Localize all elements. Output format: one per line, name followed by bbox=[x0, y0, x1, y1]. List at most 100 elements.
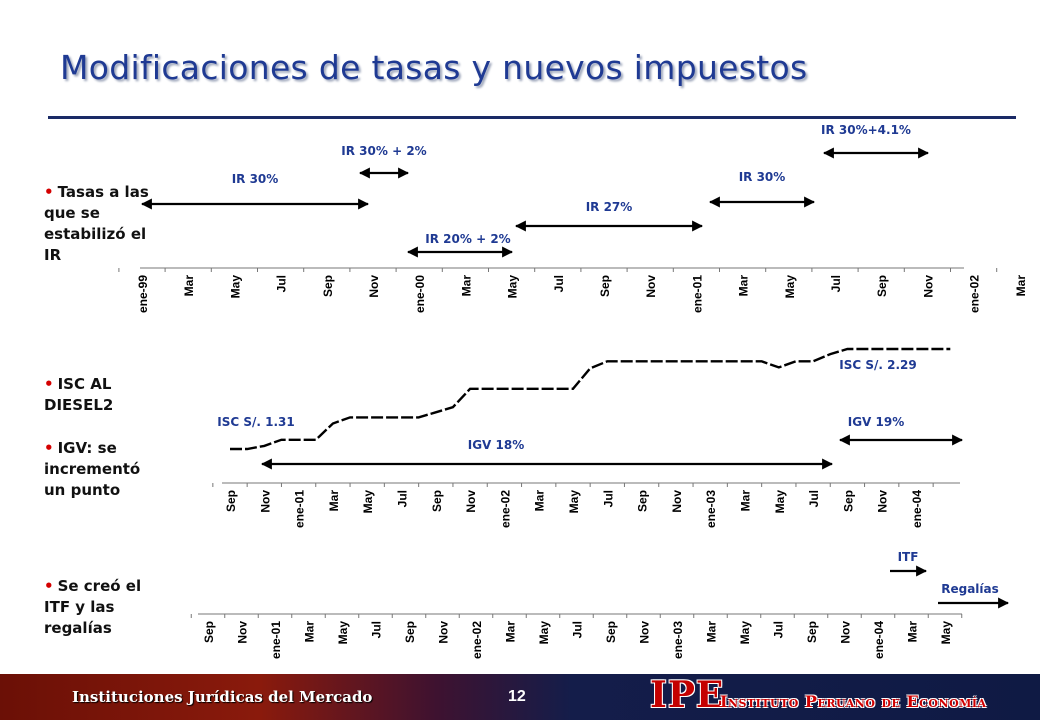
itf-tick-label: May bbox=[537, 621, 551, 645]
bullet-ir: • Tasas a las que se estabilizó el IR bbox=[44, 182, 154, 266]
ir-tick-label: Mar bbox=[459, 275, 473, 297]
itf-tick-label: May bbox=[939, 621, 953, 645]
itf-tick-label: ene-03 bbox=[671, 621, 685, 659]
itf-tick-label: Nov bbox=[638, 621, 652, 644]
ir-tick-label: May bbox=[506, 275, 520, 299]
itf-tick-label: Mar bbox=[303, 621, 317, 643]
page-number: 12 bbox=[508, 688, 526, 705]
isc-tick-label: May bbox=[361, 490, 375, 514]
ir-span-label: IR 30%+4.1% bbox=[821, 123, 911, 137]
itf-tick-label: Mar bbox=[705, 621, 719, 643]
isc-tick-label: Nov bbox=[876, 490, 890, 513]
ir-tick-label: Mar bbox=[1014, 275, 1028, 297]
footer-bar: Instituciones Jurídicas del Mercado 12 I… bbox=[0, 674, 1040, 720]
bullet-ir-text: Tasas a las que se estabilizó el IR bbox=[44, 183, 149, 264]
itf-span-label: ITF bbox=[898, 550, 919, 564]
isc-igv-chart: Sep Nov ene-01 Mar May Jul Sep Nov ene-02 Mar May J… bbox=[212, 347, 964, 528]
bullet-marker: • bbox=[44, 439, 54, 457]
isc-tick-label: May bbox=[567, 490, 581, 514]
ipe-logo: IPE Instituto Peruano de Economía bbox=[650, 674, 1030, 718]
ir-tick-label: Sep bbox=[598, 275, 612, 297]
igv-span-label: IGV 19% bbox=[848, 415, 905, 429]
itf-tick-label: Nov bbox=[839, 621, 853, 644]
ir-tick-label: Sep bbox=[875, 275, 889, 297]
footer-left-text: Instituciones Jurídicas del Mercado bbox=[72, 688, 373, 706]
bullet-igv-text: IGV: se incrementó un punto bbox=[44, 439, 141, 499]
itf-tick-label: May bbox=[738, 621, 752, 645]
ir-span-label: IR 30% bbox=[739, 170, 786, 184]
ir-tick-label: Sep bbox=[321, 275, 335, 297]
itf-tick-label: Sep bbox=[403, 621, 417, 643]
charts-canvas: ene-99 Mar May Jul Sep Nov ene-00 Mar May Jul Sep N… bbox=[118, 123, 1028, 659]
ir-tick-label: Mar bbox=[737, 275, 751, 297]
ir-tick-label: Nov bbox=[644, 275, 658, 298]
bullet-marker: • bbox=[44, 577, 54, 595]
itf-tick-label: Jul bbox=[772, 621, 786, 638]
itf-tick-label: Nov bbox=[437, 621, 451, 644]
itf-tick-label: May bbox=[336, 621, 350, 645]
ir-tick-label: Nov bbox=[367, 275, 381, 298]
ir-tick-label: ene-01 bbox=[690, 275, 704, 313]
bullet-isc-text: ISC AL DIESEL2 bbox=[44, 375, 114, 414]
ir-tick-label: May bbox=[228, 275, 242, 299]
isc-tick-label: Jul bbox=[601, 490, 615, 507]
bullet-marker: • bbox=[44, 375, 54, 393]
isc-tick-label: Nov bbox=[464, 490, 478, 513]
isc-tick-label: ene-04 bbox=[910, 490, 924, 528]
itf-tick-label: Mar bbox=[504, 621, 518, 643]
itf-tick-label: Jul bbox=[370, 621, 384, 638]
isc-tick-label: ene-01 bbox=[293, 490, 307, 528]
isc-tick-label: Mar bbox=[739, 490, 753, 512]
isc-tick-label: Jul bbox=[396, 490, 410, 507]
regalias-span-label: Regalías bbox=[941, 582, 999, 596]
isc-tick-label: Jul bbox=[807, 490, 821, 507]
ir-span-label: IR 30% bbox=[232, 172, 279, 186]
itf-tick-label: Mar bbox=[906, 621, 920, 643]
institute-name: Instituto Peruano de Economía bbox=[720, 692, 987, 711]
isc-tick-label: Sep bbox=[430, 490, 444, 512]
ir-timeline-chart: ene-99 Mar May Jul Sep Nov ene-00 Mar May Jul Sep N… bbox=[118, 123, 1028, 313]
itf-tick-label: ene-01 bbox=[269, 621, 283, 659]
title-underline bbox=[48, 116, 1016, 119]
itf-tick-label: Sep bbox=[604, 621, 618, 643]
isc-annotation: ISC S/. 1.31 bbox=[217, 415, 294, 429]
ipe-logo-letters: IPE bbox=[650, 674, 725, 716]
bullet-isc: • ISC AL DIESEL2 bbox=[44, 374, 154, 416]
isc-tick-label: Nov bbox=[258, 490, 272, 513]
itf-tick-label: Sep bbox=[202, 621, 216, 643]
isc-tick-label: Sep bbox=[636, 490, 650, 512]
isc-series-line bbox=[230, 347, 951, 451]
isc-tick-label: Sep bbox=[841, 490, 855, 512]
ir-tick-label: Nov bbox=[921, 275, 935, 298]
ir-tick-label: May bbox=[783, 275, 797, 299]
isc-annotation: ISC S/. 2.29 bbox=[839, 358, 916, 372]
itf-tick-label: Nov bbox=[236, 621, 250, 644]
isc-tick-label: ene-03 bbox=[704, 490, 718, 528]
ir-span-label: IR 30% + 2% bbox=[341, 144, 426, 158]
ir-tick-label: Jul bbox=[275, 275, 289, 292]
ir-span-label: IR 20% + 2% bbox=[425, 232, 510, 246]
bullet-marker: • bbox=[44, 183, 54, 201]
ir-tick-label: ene-99 bbox=[136, 275, 150, 313]
isc-tick-label: Mar bbox=[327, 490, 341, 512]
bullet-itf-text: Se creó el ITF y las regalías bbox=[44, 577, 142, 637]
ir-tick-label: Jul bbox=[829, 275, 843, 292]
itf-tick-label: Sep bbox=[805, 621, 819, 643]
page-title: Modificaciones de tasas y nuevos impuest… bbox=[60, 48, 808, 87]
bullet-itf: • Se creó el ITF y las regalías bbox=[44, 576, 154, 639]
igv-span-label: IGV 18% bbox=[468, 438, 525, 452]
itf-regalias-chart: Sep Nov ene-01 Mar May Jul Sep Nov ene-02 Mar May J… bbox=[190, 550, 1010, 659]
ir-tick-label: Jul bbox=[552, 275, 566, 292]
ir-tick-label: ene-00 bbox=[413, 275, 427, 313]
isc-tick-label: Sep bbox=[224, 490, 238, 512]
isc-tick-label: Mar bbox=[533, 490, 547, 512]
isc-tick-label: ene-02 bbox=[498, 490, 512, 528]
itf-tick-label: ene-04 bbox=[872, 621, 886, 659]
bullet-igv: • IGV: se incrementó un punto bbox=[44, 438, 154, 501]
isc-tick-label: May bbox=[773, 490, 787, 514]
isc-tick-label: Nov bbox=[670, 490, 684, 513]
ir-span-label: IR 27% bbox=[586, 200, 633, 214]
ir-tick-label: Mar bbox=[182, 275, 196, 297]
itf-tick-label: ene-02 bbox=[470, 621, 484, 659]
itf-tick-label: Jul bbox=[571, 621, 585, 638]
